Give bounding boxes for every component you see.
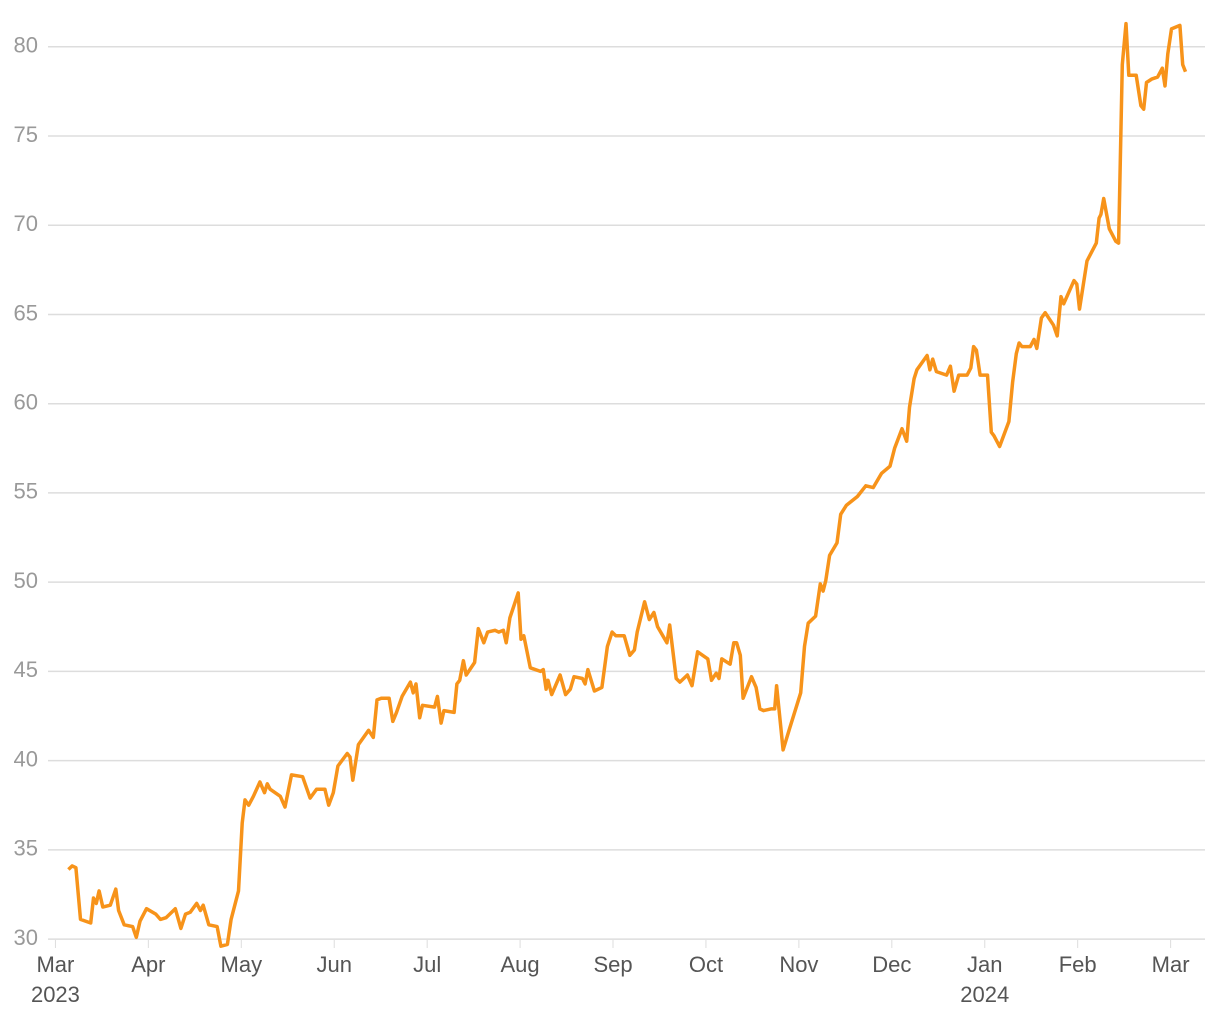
x-tick-label: Mar: [1152, 952, 1190, 977]
y-tick-label: 50: [14, 568, 38, 593]
x-tick-label: Oct: [689, 952, 723, 977]
x-tick-label: Sep: [593, 952, 632, 977]
year-label: 2023: [31, 982, 80, 1007]
y-tick-label: 75: [14, 122, 38, 147]
x-tick-label: Apr: [131, 952, 165, 977]
y-tick-label: 65: [14, 300, 38, 325]
x-tick-label: Jun: [316, 952, 351, 977]
y-tick-label: 35: [14, 836, 38, 861]
x-tick-label: May: [221, 952, 263, 977]
x-tick-label: Feb: [1059, 952, 1097, 977]
line: [67, 21, 1188, 948]
y-tick-label: 60: [14, 390, 38, 415]
x-tick-label: Nov: [779, 952, 818, 977]
y-tick-label: 40: [14, 746, 38, 771]
y-tick-label: 70: [14, 211, 38, 236]
x-tick-label: Dec: [872, 952, 911, 977]
y-tick-label: 30: [14, 925, 38, 950]
y-tick-label: 45: [14, 657, 38, 682]
y-tick-label: 80: [14, 33, 38, 58]
y-tick-label: 55: [14, 479, 38, 504]
x-tick-label: Mar: [36, 952, 74, 977]
x-tick-label: Aug: [501, 952, 540, 977]
year-label: 2024: [960, 982, 1009, 1007]
x-tick-label: Jul: [413, 952, 441, 977]
x-tick-label: Jan: [967, 952, 1002, 977]
